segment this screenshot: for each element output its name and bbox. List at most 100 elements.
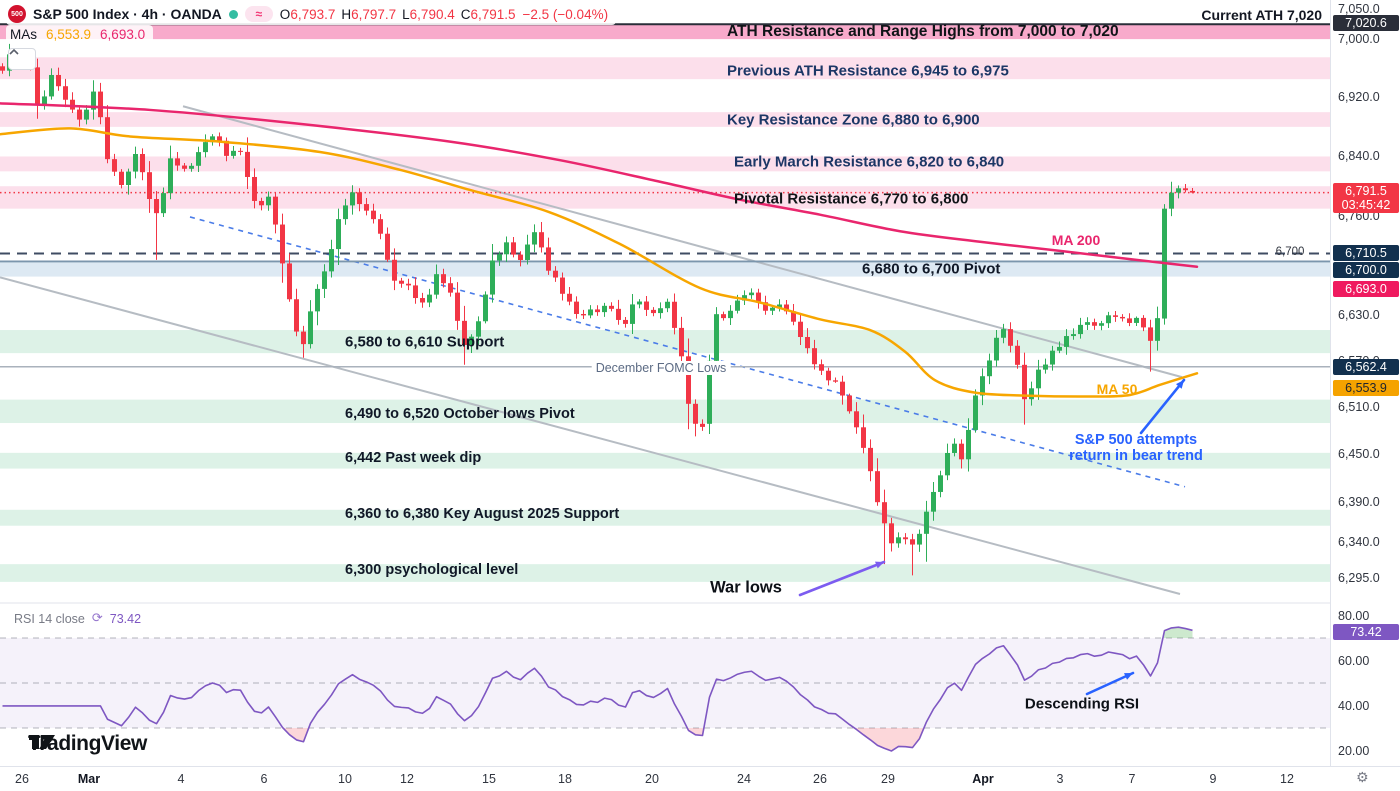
tradingview-logo[interactable]: TradingView: [28, 732, 147, 756]
candle: [714, 314, 719, 361]
ma50-line[interactable]: [0, 127, 1199, 398]
candle: [280, 224, 285, 264]
time-axis[interactable]: ⚙ 26 Mar 4 6 10 12 15 18 20 24 26 29 Apr 3 7 9 12: [0, 766, 1400, 791]
candle: [742, 295, 747, 301]
price-axis-tick: 7,000.0: [1338, 32, 1380, 47]
collapse-legend-button[interactable]: [8, 48, 36, 70]
candle: [840, 381, 845, 396]
candle: [126, 171, 131, 186]
candle: [693, 403, 698, 424]
rsi-indicator-title[interactable]: RSI 14 close: [14, 611, 85, 626]
candle: [756, 292, 761, 303]
candle: [1071, 334, 1076, 337]
candle: [896, 537, 901, 544]
market-status-dot-icon: [228, 9, 238, 19]
price-axis[interactable]: 7,050.0 7,000.0 6,920.0 6,840.0 6,760.0 6,630…: [1330, 0, 1400, 766]
descending-rsi-arrow[interactable]: [1085, 671, 1135, 696]
candle: [1043, 364, 1048, 370]
candle: [553, 270, 558, 278]
price-axis-tick: 6,295.0: [1338, 570, 1380, 585]
loop-icon[interactable]: ⟳: [91, 611, 103, 626]
candle: [392, 259, 397, 281]
candle: [357, 192, 362, 205]
candle: [1134, 317, 1139, 323]
zone-band: [0, 564, 1330, 582]
low-value: 6,790.4: [409, 6, 455, 22]
price-axis-tick: 7,050.0: [1338, 2, 1380, 16]
war-lows-arrow[interactable]: [798, 560, 886, 597]
candle: [84, 109, 89, 120]
candle: [518, 254, 523, 260]
time-axis-tick: 12: [400, 772, 414, 786]
ma200-line[interactable]: [0, 102, 1199, 268]
candle: [679, 327, 684, 357]
candle: [0, 66, 5, 71]
candle: [980, 376, 985, 396]
price-badge: 6,562.4: [1333, 359, 1399, 375]
candle: [658, 308, 663, 314]
gray-channel-lower[interactable]: [0, 276, 1181, 595]
candle: [1106, 315, 1111, 324]
candle: [945, 452, 950, 476]
candle: [987, 360, 992, 377]
candle: [784, 304, 789, 312]
candle: [973, 395, 978, 430]
candle: [210, 136, 215, 143]
candle: [602, 305, 607, 313]
candle: [1050, 350, 1055, 365]
candle: [875, 471, 880, 503]
candle: [686, 356, 691, 404]
close-key: C: [460, 6, 471, 22]
candle: [427, 294, 432, 303]
zone-band: [0, 509, 1330, 526]
gear-icon[interactable]: ⚙: [1356, 770, 1369, 786]
candle: [245, 151, 250, 177]
price-axis-tick: 6,340.0: [1338, 534, 1380, 549]
candle: [854, 411, 859, 428]
price-axis-tick: 6,510.0: [1338, 400, 1380, 415]
candle: [294, 299, 299, 332]
price-badge: 73.42: [1333, 624, 1399, 640]
candle: [168, 158, 173, 194]
zone-band: [0, 399, 1330, 424]
candle: [1064, 336, 1069, 347]
candle: [308, 311, 313, 345]
candle: [728, 310, 733, 319]
candle: [273, 196, 278, 225]
bear-trend-arrow[interactable]: [1139, 378, 1186, 435]
candle: [322, 271, 327, 289]
rsi-line[interactable]: [2, 626, 1193, 752]
price-badge: 6,791.5 03:45:42: [1333, 183, 1399, 213]
zone-band: [0, 330, 1330, 354]
candle: [350, 192, 355, 206]
candle: [1113, 315, 1118, 317]
open-value: 6,793.7: [290, 6, 336, 22]
time-axis-tick: Apr: [972, 772, 994, 786]
candle: [1099, 323, 1104, 326]
candle: [651, 309, 656, 314]
high-value: 6,797.7: [351, 6, 397, 22]
rsi-axis-tick: 60.00: [1338, 653, 1370, 668]
mas-label[interactable]: MAs: [10, 27, 37, 42]
candle: [266, 196, 271, 206]
candle: [476, 321, 481, 337]
candle: [889, 523, 894, 544]
candle: [483, 294, 488, 322]
time-axis-tick: 26: [813, 772, 827, 786]
candle: [1092, 322, 1097, 326]
candle: [189, 165, 194, 169]
candle: [434, 274, 439, 295]
price-badge: 6,693.0: [1333, 281, 1399, 297]
chart-title[interactable]: S&P 500 Index · 4h · OANDA: [33, 6, 222, 22]
candle: [91, 91, 96, 110]
gray-channel-upper[interactable]: [182, 105, 1183, 379]
zone-band: [0, 112, 1330, 127]
candle: [441, 274, 446, 284]
candle: [259, 200, 264, 206]
candle: [140, 154, 145, 173]
candle: [1029, 388, 1034, 400]
low-key: L: [402, 6, 410, 22]
approx-data-icon: ≈: [244, 6, 273, 22]
